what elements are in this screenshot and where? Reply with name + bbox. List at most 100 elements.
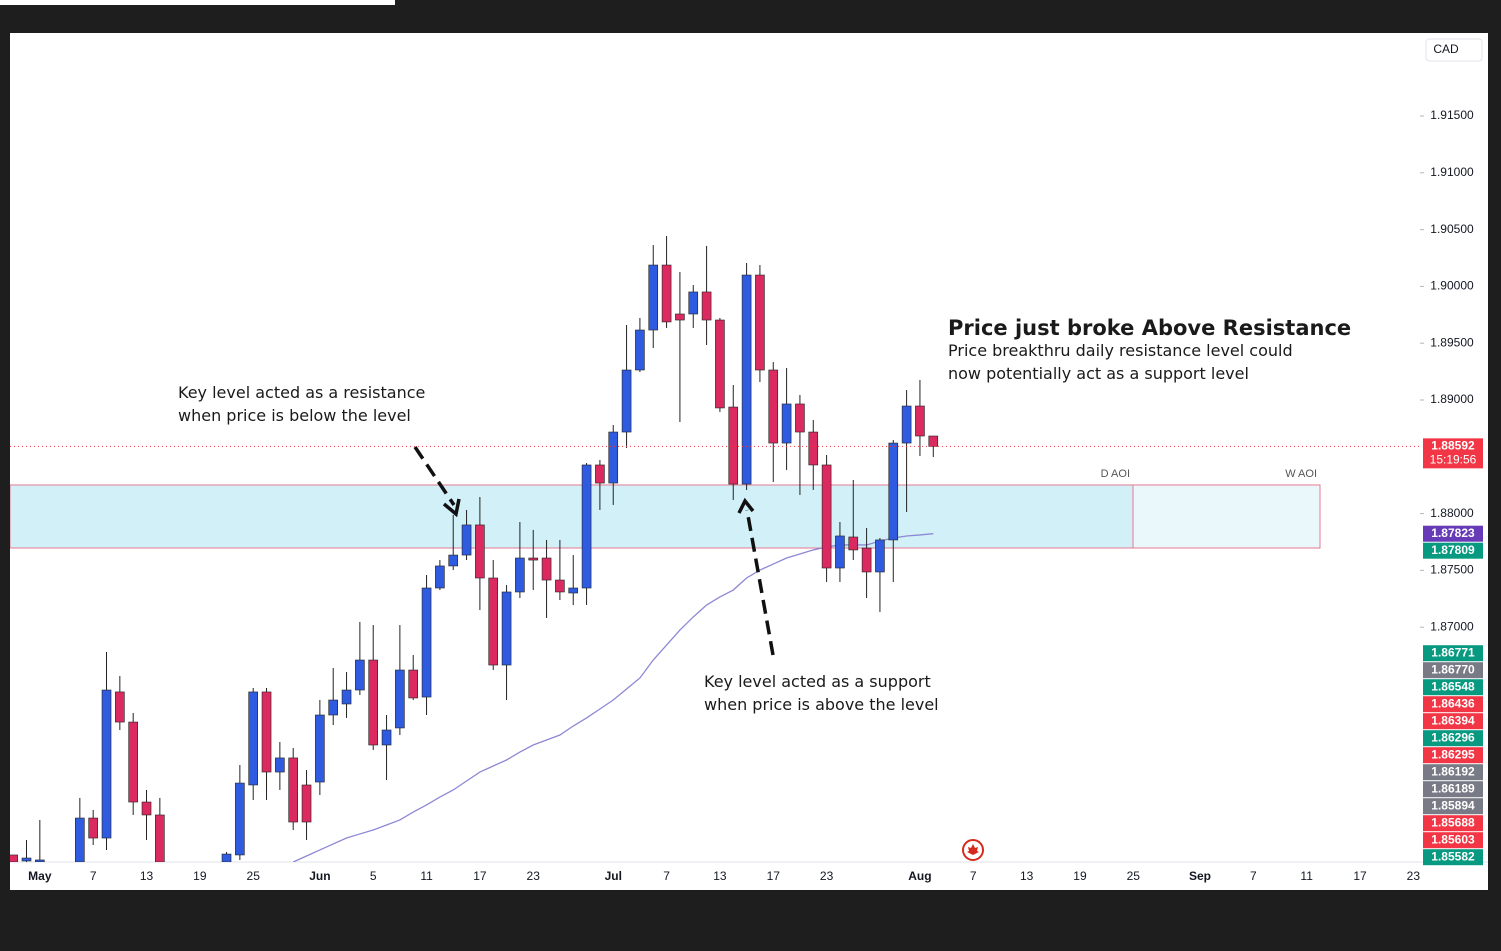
candle-body bbox=[915, 405, 925, 437]
price-label: 1.87809 bbox=[1431, 543, 1475, 557]
y-tick-label: 1.89000 bbox=[1430, 392, 1474, 406]
x-tick-label: 19 bbox=[1073, 869, 1087, 883]
candle-body bbox=[75, 817, 85, 862]
candle-body bbox=[261, 691, 272, 773]
price-label-box bbox=[1423, 815, 1483, 832]
x-tick-label: 23 bbox=[820, 869, 834, 883]
candle-body bbox=[701, 291, 712, 321]
candle-body bbox=[515, 557, 525, 593]
x-tick-label: 19 bbox=[193, 869, 207, 883]
x-tick-label: 17 bbox=[767, 869, 781, 883]
candle-body bbox=[88, 817, 98, 839]
candle-body bbox=[448, 554, 459, 567]
candle-body bbox=[381, 729, 392, 746]
y-tick-label: 1.88000 bbox=[1430, 506, 1474, 520]
currency-label: CAD bbox=[1433, 42, 1459, 56]
candle-body bbox=[461, 524, 472, 556]
candle-body bbox=[621, 369, 632, 433]
x-tick-label: Aug bbox=[908, 869, 931, 883]
price-label-box bbox=[1423, 730, 1483, 747]
candle-body bbox=[301, 784, 312, 823]
y-tick-label: 1.87500 bbox=[1430, 563, 1474, 577]
candle-body bbox=[835, 535, 845, 569]
price-label-box bbox=[1423, 645, 1483, 662]
candle-body bbox=[248, 691, 258, 786]
x-tick-label: May bbox=[28, 869, 52, 883]
candle-body bbox=[501, 591, 512, 666]
price-label: 1.86770 bbox=[1431, 662, 1475, 676]
candle-body bbox=[435, 565, 445, 589]
price-label-box bbox=[1423, 662, 1483, 679]
candle-body bbox=[408, 669, 419, 699]
candle-body bbox=[128, 721, 138, 803]
candle-body bbox=[581, 464, 592, 589]
candle-body bbox=[141, 801, 152, 816]
candle-body bbox=[661, 264, 672, 323]
candle-body bbox=[528, 557, 539, 561]
candle-body bbox=[608, 431, 619, 484]
candle-body bbox=[221, 853, 232, 862]
x-tick-label: Sep bbox=[1189, 869, 1211, 883]
x-tick-label: 25 bbox=[1127, 869, 1141, 883]
x-tick-label: 5 bbox=[370, 869, 377, 883]
candle-body bbox=[341, 689, 352, 705]
candle-body bbox=[781, 403, 792, 444]
price-label: 1.85688 bbox=[1431, 815, 1475, 829]
candle-body bbox=[688, 291, 699, 315]
plot-area bbox=[10, 235, 1420, 862]
candle-body bbox=[741, 274, 752, 485]
x-tick-label: 13 bbox=[140, 869, 154, 883]
candle-body bbox=[488, 577, 499, 666]
price-label: 1.87823 bbox=[1431, 526, 1475, 540]
x-tick-label: Jun bbox=[309, 869, 330, 883]
arrow-head bbox=[737, 497, 755, 514]
price-label: 1.85894 bbox=[1431, 798, 1475, 812]
candle-body bbox=[21, 857, 32, 862]
price-label: 1.86296 bbox=[1431, 730, 1475, 744]
x-tick-label: 17 bbox=[473, 869, 487, 883]
candle-body bbox=[648, 264, 659, 331]
annotation-line: when price is below the level bbox=[178, 406, 411, 425]
candle-body bbox=[555, 579, 565, 593]
candle-body bbox=[328, 699, 339, 716]
candle-body bbox=[395, 669, 405, 729]
price-label-box bbox=[1423, 849, 1483, 866]
candle-body bbox=[595, 464, 605, 484]
x-tick-label: 11 bbox=[420, 869, 433, 883]
candle-body bbox=[875, 539, 885, 573]
x-tick-label: 7 bbox=[90, 869, 97, 883]
x-tick-label: 13 bbox=[1020, 869, 1034, 883]
candle-body bbox=[315, 714, 325, 783]
price-label: 1.88592 bbox=[1431, 439, 1475, 453]
annotation-line: when price is above the level bbox=[704, 695, 939, 714]
candle-body bbox=[155, 814, 165, 862]
currency-badge bbox=[1425, 38, 1483, 62]
candle-body bbox=[928, 435, 939, 447]
x-tick-label: 7 bbox=[970, 869, 977, 883]
x-tick-label: 13 bbox=[713, 869, 727, 883]
x-tick-label: 17 bbox=[1353, 869, 1367, 883]
price-label: 1.86192 bbox=[1431, 764, 1475, 778]
price-label: 1.86189 bbox=[1431, 781, 1475, 795]
x-tick-label: 23 bbox=[527, 869, 541, 883]
y-tick-label: 1.91500 bbox=[1430, 108, 1474, 122]
header-strip bbox=[0, 0, 395, 5]
aoi-zone bbox=[10, 484, 1134, 549]
annotation-line: Price breakthru daily resistance level c… bbox=[948, 341, 1293, 360]
aoi-zone bbox=[1132, 484, 1321, 549]
candle-body bbox=[795, 403, 805, 433]
price-label-box bbox=[1423, 679, 1483, 696]
price-label-box bbox=[1423, 798, 1483, 815]
candle-body bbox=[861, 547, 872, 573]
price-label-box bbox=[1423, 781, 1483, 798]
y-tick-label: 1.90000 bbox=[1430, 279, 1474, 293]
candle-body bbox=[675, 313, 685, 321]
candle-body bbox=[368, 659, 379, 746]
zone-label: D AOI bbox=[1101, 468, 1130, 480]
x-tick-label: Jul bbox=[605, 869, 622, 883]
price-label-box bbox=[1423, 438, 1483, 469]
price-label-box bbox=[1423, 542, 1483, 559]
y-tick-label: 1.90500 bbox=[1430, 222, 1474, 236]
annotation-line: Key level acted as a resistance bbox=[178, 383, 425, 402]
